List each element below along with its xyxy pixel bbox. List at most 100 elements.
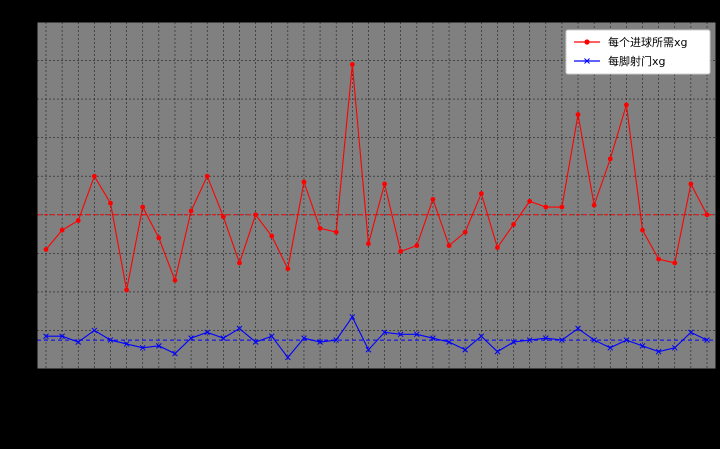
data-point bbox=[188, 208, 194, 214]
x-tick-label: 陈瑞 bbox=[396, 375, 407, 393]
data-point bbox=[511, 222, 516, 227]
data-point bbox=[91, 327, 98, 334]
chart-title: 2022赛季中超球员期望进球数据 bbox=[266, 5, 484, 23]
data-point bbox=[284, 354, 291, 361]
x-tick-label: 阿德里安 bbox=[654, 375, 665, 409]
data-point bbox=[672, 260, 678, 266]
data-point bbox=[43, 333, 49, 340]
x-tick-label: 张威 bbox=[670, 375, 681, 393]
data-point bbox=[253, 212, 258, 218]
legend-label: 每个进球所需xg bbox=[608, 35, 688, 49]
data-point bbox=[236, 325, 243, 332]
data-point bbox=[220, 214, 226, 220]
data-point bbox=[269, 233, 275, 239]
data-point bbox=[656, 256, 662, 262]
data-point bbox=[139, 344, 146, 351]
data-point bbox=[91, 173, 97, 179]
data-point bbox=[75, 218, 81, 223]
x-tick-label: 吕文君 bbox=[444, 375, 455, 401]
data-point bbox=[559, 204, 565, 210]
x-tick-label: 商隐 bbox=[525, 375, 536, 393]
series-line-1 bbox=[45, 64, 708, 291]
data-point bbox=[124, 287, 130, 293]
data-point bbox=[639, 343, 646, 349]
x-tick-label: 埃德米尔森 bbox=[218, 375, 229, 418]
legend-marker bbox=[584, 58, 590, 64]
plot-background bbox=[37, 22, 716, 369]
x-tick-label: 埃里克 bbox=[476, 375, 487, 401]
x-tick-label: 弗兰克 bbox=[154, 375, 165, 401]
data-point bbox=[462, 229, 468, 235]
data-point bbox=[237, 260, 242, 266]
data-point bbox=[317, 225, 323, 231]
x-tick-label: 杨立瑜 bbox=[363, 375, 374, 401]
x-tick-label: 恩迪亚耶 bbox=[347, 375, 358, 410]
x-tick-label: 韦世豪 bbox=[605, 375, 616, 401]
data-point bbox=[430, 335, 436, 342]
y-tick-label: 0.8 bbox=[17, 211, 32, 221]
x-tick-label: 阿奇姆彭 bbox=[428, 375, 439, 410]
data-point bbox=[220, 335, 227, 342]
data-point bbox=[623, 337, 630, 343]
data-point bbox=[123, 341, 130, 347]
data-point bbox=[382, 181, 387, 187]
y-tick-label: 1.2 bbox=[17, 134, 31, 144]
x-tick-label: 张玉宁 bbox=[73, 375, 84, 401]
data-point bbox=[333, 229, 339, 235]
data-point bbox=[559, 337, 565, 343]
x-tick-label: 谭龙 bbox=[299, 375, 310, 393]
data-point bbox=[591, 337, 597, 343]
data-point bbox=[397, 331, 404, 338]
data-point bbox=[301, 179, 307, 185]
x-tick-label: 武卡塞维奇 bbox=[380, 375, 391, 418]
data-point bbox=[591, 202, 597, 208]
data-point bbox=[510, 339, 517, 345]
x-tick-label: 武磊 bbox=[234, 375, 245, 393]
x-tick-label: 费利佩 bbox=[557, 375, 568, 401]
legend-label: 每脚射门xg bbox=[608, 54, 666, 68]
x-tick-label: 特索里夫 bbox=[541, 375, 552, 410]
y-tick-label: 0.2 bbox=[17, 327, 31, 337]
x-tick-label: 塞尔吉奥 bbox=[315, 375, 326, 410]
data-point bbox=[446, 243, 452, 249]
x-tick-label: 钟义浩 bbox=[492, 375, 503, 401]
data-point bbox=[542, 335, 549, 342]
data-point bbox=[655, 348, 662, 355]
data-point bbox=[413, 331, 420, 338]
y-tick-label: 1.8 bbox=[17, 19, 32, 29]
data-point bbox=[59, 227, 65, 233]
data-point bbox=[526, 337, 533, 343]
x-tick-label: 克雷桑 bbox=[57, 375, 68, 401]
data-point bbox=[252, 339, 259, 345]
data-point bbox=[494, 348, 501, 355]
data-point bbox=[446, 339, 452, 345]
data-point bbox=[365, 346, 372, 353]
data-point bbox=[172, 350, 178, 357]
data-point bbox=[188, 335, 194, 342]
data-point bbox=[140, 204, 146, 210]
data-point bbox=[156, 235, 162, 241]
data-point bbox=[59, 333, 65, 340]
x-tick-label: 平均值 bbox=[702, 375, 713, 401]
x-tick-label: 戴维森 bbox=[105, 375, 116, 401]
plot-area: 0.0 0.2 0.4 0.6 0.8 1.0 1.2 1.4 1.6 1.8 马尔康 克雷桑 张玉宁穆… bbox=[17, 19, 717, 418]
x-tick-label: 吉列尔梅 bbox=[638, 375, 649, 410]
data-point bbox=[607, 156, 613, 162]
data-point bbox=[75, 339, 82, 345]
data-point bbox=[204, 329, 211, 336]
y-tick-label: 0.0 bbox=[17, 366, 32, 376]
y-tick-label: 1.0 bbox=[17, 173, 32, 183]
data-point bbox=[527, 198, 533, 204]
data-point bbox=[107, 337, 114, 343]
x-tick-label: 朱建荣 bbox=[412, 375, 423, 401]
data-point bbox=[172, 277, 178, 283]
data-point bbox=[688, 329, 694, 336]
data-point bbox=[575, 325, 581, 332]
data-point bbox=[108, 200, 113, 206]
data-point bbox=[671, 344, 678, 351]
legend-marker bbox=[584, 39, 590, 45]
y-tick-label: 0.4 bbox=[17, 288, 32, 298]
y-tick-label: 0.6 bbox=[17, 250, 32, 260]
data-point bbox=[462, 346, 469, 353]
